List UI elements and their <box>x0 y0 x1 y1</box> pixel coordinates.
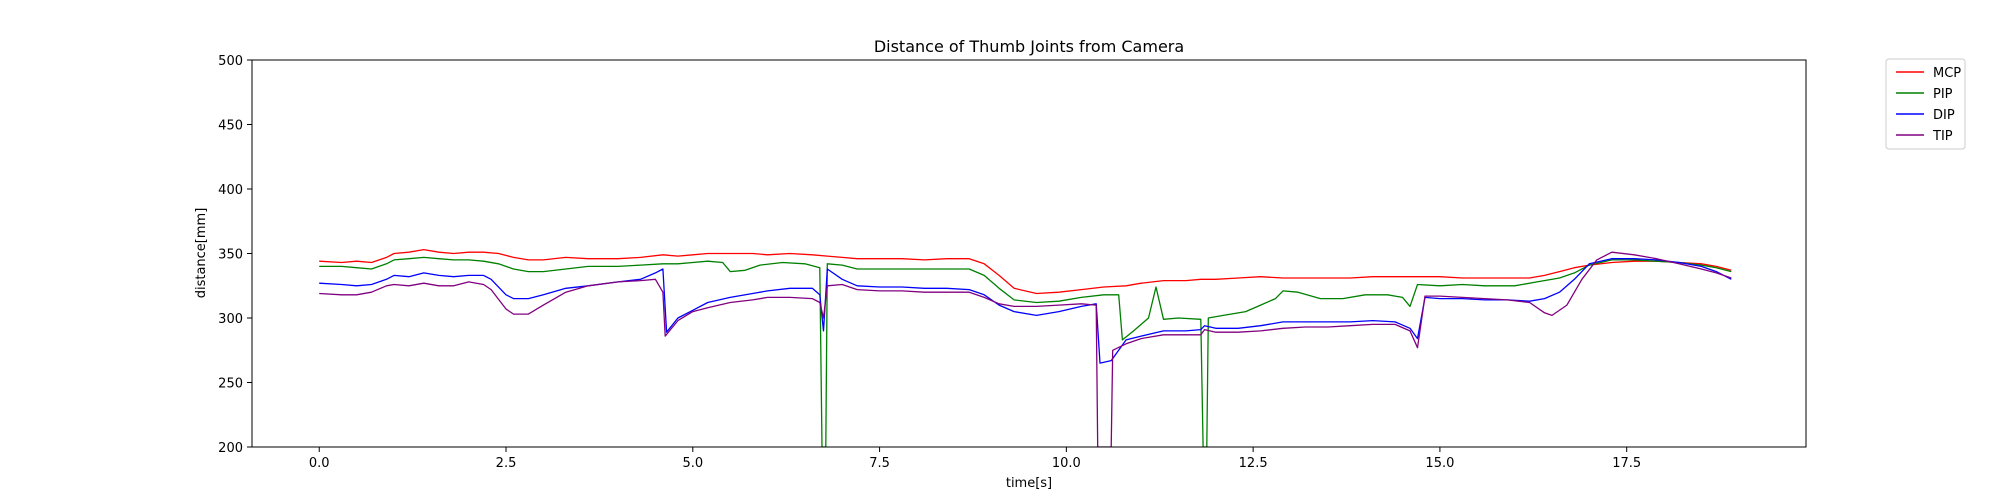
series-line-tip <box>319 251 1732 447</box>
series-line-pip <box>319 256 1732 447</box>
y-tick-label: 400 <box>218 183 243 198</box>
x-tick-label: 5.0 <box>682 456 703 471</box>
x-tick-label: 15.0 <box>1425 456 1454 471</box>
legend-label-tip: TIP <box>1932 129 1953 144</box>
x-tick-label: 7.5 <box>869 456 890 471</box>
y-tick-label: 350 <box>218 248 243 263</box>
legend: MCP PIP DIP TIP <box>1885 58 1966 150</box>
series-line-dip <box>319 258 1732 364</box>
legend-label-pip: PIP <box>1933 87 1953 102</box>
legend-label-mcp: MCP <box>1933 66 1961 81</box>
x-tick-label: 0.0 <box>309 456 330 471</box>
y-tick-label: 500 <box>218 54 243 69</box>
x-axis-label: time[s] <box>1006 476 1052 491</box>
series-layer <box>319 248 1732 447</box>
x-tick-label: 2.5 <box>496 456 517 471</box>
x-tick-label: 17.5 <box>1612 456 1641 471</box>
y-tick-label: 450 <box>218 119 243 134</box>
y-tick-label: 200 <box>218 441 243 456</box>
legend-box <box>1885 58 1966 150</box>
y-axis: 200 250 300 350 400 450 500 <box>218 54 252 456</box>
x-tick-label: 10.0 <box>1052 456 1081 471</box>
chart-title: Distance of Thumb Joints from Camera <box>874 37 1184 56</box>
y-axis-label: distance[mm] <box>194 208 209 299</box>
series-line-mcp <box>319 248 1732 295</box>
y-tick-label: 250 <box>218 377 243 392</box>
y-tick-label: 300 <box>218 312 243 327</box>
x-axis: 0.0 2.5 5.0 7.5 10.0 12.5 15.0 17.5 <box>309 447 1641 471</box>
legend-label-dip: DIP <box>1933 108 1955 123</box>
x-tick-label: 12.5 <box>1239 456 1268 471</box>
